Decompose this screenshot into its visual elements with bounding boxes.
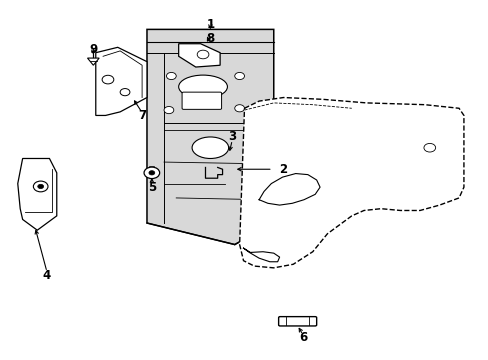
Text: 5: 5 [147, 181, 156, 194]
Ellipse shape [178, 75, 227, 98]
Text: 4: 4 [43, 269, 51, 282]
Polygon shape [87, 58, 99, 65]
Circle shape [163, 107, 173, 114]
FancyBboxPatch shape [182, 92, 221, 109]
Circle shape [149, 171, 155, 175]
Circle shape [144, 167, 159, 179]
Text: 2: 2 [279, 163, 287, 176]
Text: 3: 3 [228, 130, 236, 144]
Text: 6: 6 [298, 331, 306, 344]
Text: 1: 1 [206, 18, 214, 31]
Polygon shape [147, 30, 273, 244]
Circle shape [33, 181, 48, 192]
Circle shape [166, 72, 176, 80]
Circle shape [234, 72, 244, 80]
FancyBboxPatch shape [278, 317, 316, 326]
Text: 8: 8 [206, 32, 214, 45]
Circle shape [234, 105, 244, 112]
Polygon shape [239, 98, 463, 268]
Ellipse shape [192, 137, 228, 158]
Text: 7: 7 [138, 109, 146, 122]
Polygon shape [254, 166, 273, 176]
Polygon shape [96, 47, 147, 116]
Circle shape [38, 184, 43, 189]
Text: 9: 9 [89, 42, 97, 55]
Polygon shape [18, 158, 57, 230]
Polygon shape [178, 44, 220, 67]
